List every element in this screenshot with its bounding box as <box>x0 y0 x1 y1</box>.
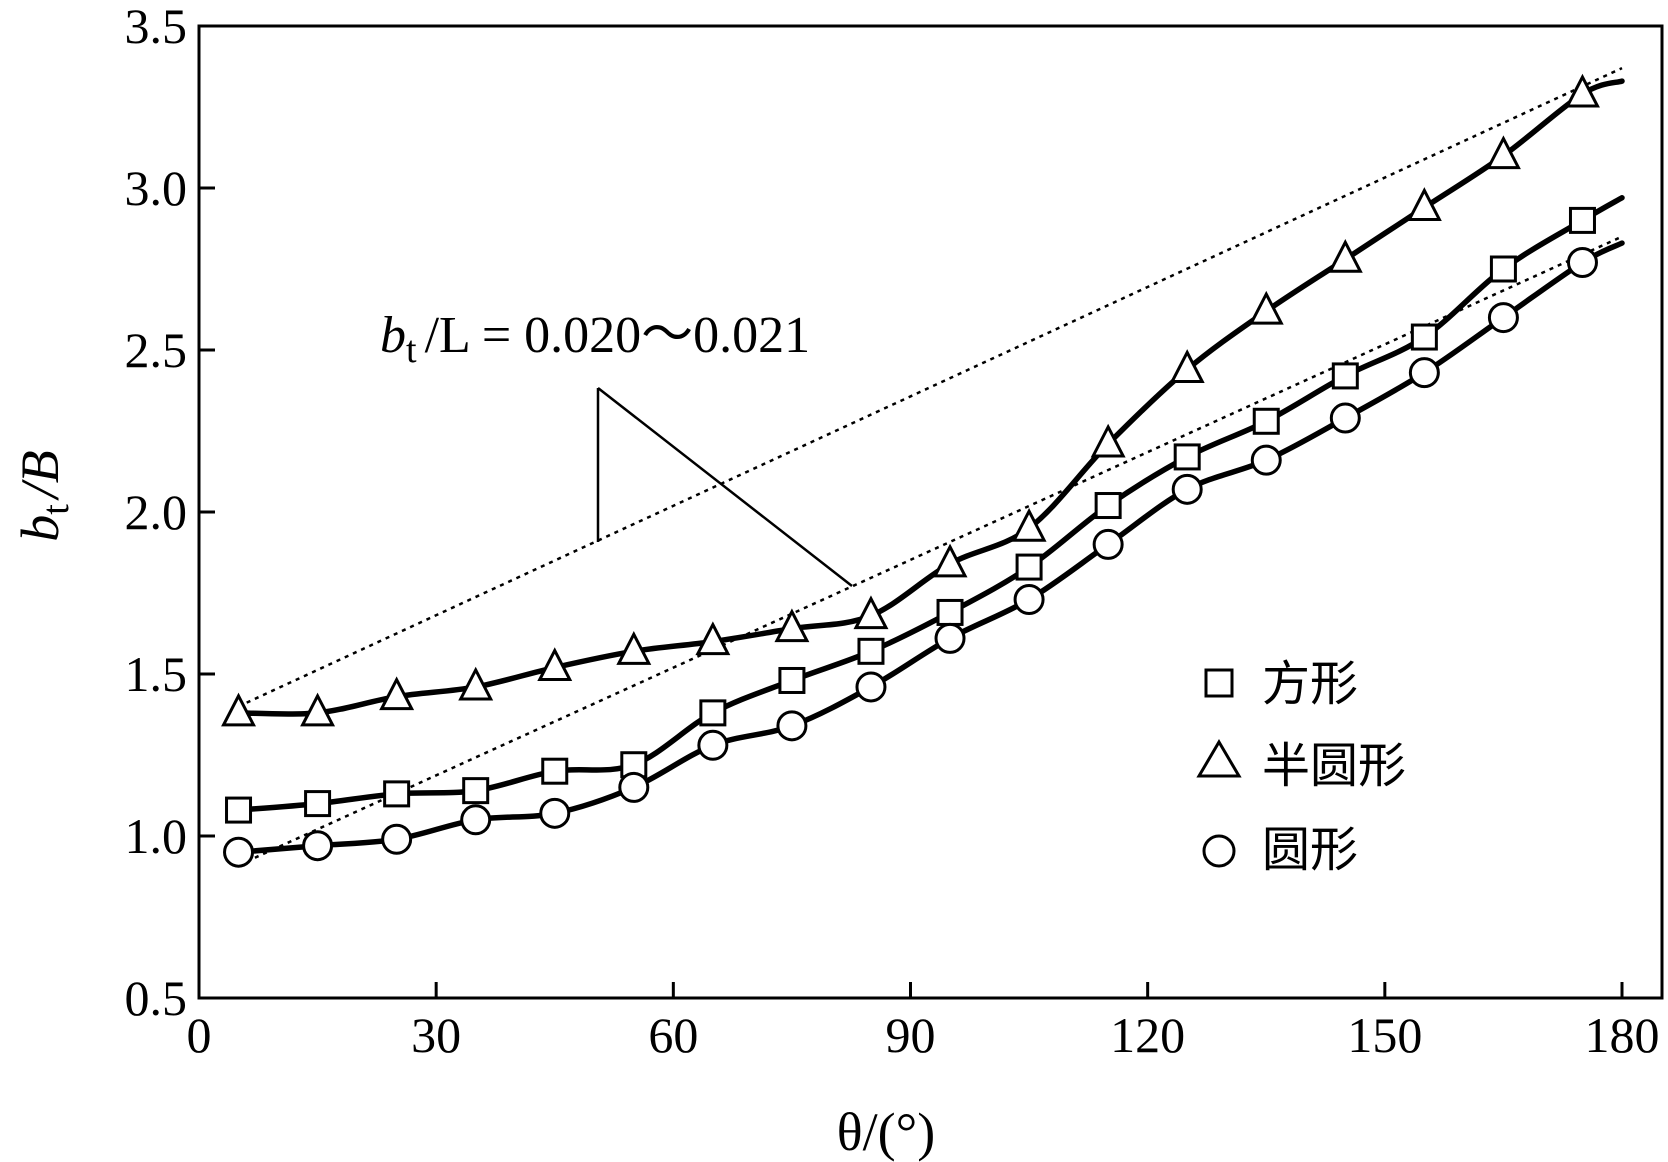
x-tick-label: 30 <box>411 1007 461 1063</box>
data-point-triangle <box>1565 73 1600 108</box>
data-point-triangle <box>1011 507 1047 542</box>
data-point-square <box>1568 206 1596 234</box>
data-point-square <box>1489 255 1517 283</box>
data-point-circle <box>1487 302 1519 334</box>
data-point-square <box>1094 492 1122 520</box>
x-tick-label: 90 <box>886 1007 936 1063</box>
data-point-triangle <box>300 692 336 727</box>
annotation-sub: t <box>406 329 417 371</box>
data-point-circle <box>697 729 729 761</box>
data-point-square <box>1252 407 1280 435</box>
data-point-circle <box>618 771 650 803</box>
y-tick-label: 2.5 <box>125 322 188 378</box>
data-point-circle <box>1566 247 1598 279</box>
data-point-triangle <box>1327 239 1363 273</box>
y-tick-label: 2.0 <box>125 484 188 540</box>
y-tick-label: 1.5 <box>125 646 188 702</box>
legend-label-triangle: 半圆形 <box>1262 738 1406 794</box>
data-point-square <box>857 637 885 665</box>
data-point-square <box>1410 323 1438 351</box>
data-point-triangle <box>221 692 256 727</box>
annotation-rest: /L = 0.020～0.021 <box>425 307 811 364</box>
x-tick-label: 0 <box>187 1007 212 1063</box>
axes: 0 30 60 90 120 150 180 0.5 1.0 1.5 2.0 2.5 3.0 3.5 <box>125 0 1664 1063</box>
y-tick-label: 3.0 <box>125 160 188 216</box>
reference-line <box>238 235 1623 867</box>
data-point-circle <box>1250 444 1282 476</box>
x-tick-label: 60 <box>648 1007 698 1063</box>
data-point-triangle <box>695 621 731 656</box>
y-tick-label: 3.5 <box>125 0 188 54</box>
y-axis-title-b: b <box>10 515 70 542</box>
data-point-circle <box>302 830 334 862</box>
data-point-square <box>462 777 490 805</box>
legend-item-circle: 圆形 <box>1202 822 1358 878</box>
data-point-circle <box>539 797 571 829</box>
x-tick-label: 180 <box>1585 1007 1660 1063</box>
legend-item-triangle: 半圆形 <box>1196 738 1406 794</box>
data-point-triangle <box>853 595 889 630</box>
annotation-leader-diagonal <box>597 387 853 587</box>
legend: 方形 半圆形 圆形 <box>1196 656 1406 878</box>
data-point-circle <box>1329 402 1361 434</box>
x-axis-title: θ/(°) <box>837 1102 935 1162</box>
annotation: bt/L = 0.020～0.021 <box>380 307 853 587</box>
reference-lines <box>238 66 1623 867</box>
data-point-triangle <box>537 647 573 682</box>
y-tick-label: 0.5 <box>125 970 188 1026</box>
legend-item-square: 方形 <box>1204 656 1358 712</box>
data-point-circle <box>1171 473 1203 505</box>
series-line-triangle <box>235 78 1625 717</box>
data-point-square <box>304 790 332 818</box>
data-point-square <box>936 598 964 626</box>
data-point-square <box>699 699 727 727</box>
data-point-square <box>1331 362 1359 390</box>
data-markers <box>221 73 1600 868</box>
data-point-square <box>225 796 253 824</box>
data-point-square <box>620 751 648 779</box>
data-point-triangle <box>1485 135 1521 170</box>
plot-frame <box>197 24 1664 1000</box>
data-point-circle <box>855 671 887 703</box>
annotation-b: b <box>380 307 406 364</box>
legend-label-circle: 圆形 <box>1262 822 1358 878</box>
data-point-circle <box>381 823 413 855</box>
y-axis-title: bt/B <box>10 450 77 542</box>
legend-label-square: 方形 <box>1262 656 1358 712</box>
series-lines <box>235 78 1625 855</box>
data-point-circle <box>934 622 966 654</box>
data-point-square <box>383 780 411 808</box>
data-point-circle <box>1092 528 1124 560</box>
data-point-circle <box>1408 357 1440 389</box>
data-point-triangle <box>616 631 652 665</box>
data-point-triangle <box>379 676 415 711</box>
data-point-triangle <box>1406 187 1442 221</box>
y-axis-title-sub: t <box>35 504 77 515</box>
data-point-triangle <box>932 543 968 578</box>
data-point-circle <box>776 710 808 742</box>
x-tick-label: 150 <box>1347 1007 1422 1063</box>
data-point-square <box>778 666 806 694</box>
legend-square-marker <box>1204 668 1234 698</box>
data-point-triangle <box>774 608 810 643</box>
data-point-circle <box>1013 583 1045 615</box>
annotation-label: bt/L = 0.020～0.021 <box>380 307 810 371</box>
y-axis-title-rest: /B <box>10 450 70 501</box>
legend-circle-marker <box>1202 834 1236 868</box>
data-point-square <box>541 757 569 785</box>
data-point-triangle <box>1248 290 1284 325</box>
data-point-circle <box>223 836 255 868</box>
data-point-triangle <box>1169 349 1205 383</box>
y-tick-label: 1.0 <box>125 808 188 864</box>
data-point-square <box>1015 553 1043 581</box>
series-line-square <box>235 194 1625 813</box>
data-point-square <box>1173 443 1201 471</box>
legend-triangle-marker <box>1196 739 1242 778</box>
data-point-triangle <box>1090 423 1126 458</box>
data-point-triangle <box>458 666 494 701</box>
reference-line <box>238 66 1623 708</box>
data-point-circle <box>460 804 492 836</box>
x-tick-label: 120 <box>1110 1007 1185 1063</box>
